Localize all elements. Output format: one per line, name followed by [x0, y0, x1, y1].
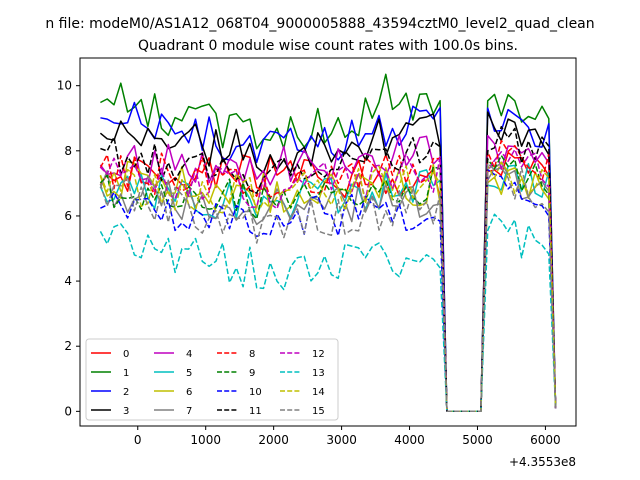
legend-label-12: 12 [312, 349, 325, 360]
x-tick-label: 0 [134, 433, 142, 447]
y-tick-label: 10 [57, 79, 72, 93]
legend-label-15: 15 [312, 406, 325, 417]
plot-area [99, 73, 557, 413]
legend-box [85, 338, 339, 421]
x-tick-label: 1000 [190, 433, 221, 447]
y-tick-label: 0 [64, 404, 72, 418]
legend-label-9: 9 [249, 368, 255, 379]
x-tick-label: 5000 [462, 433, 493, 447]
legend-label-8: 8 [249, 349, 255, 360]
legend-label-13: 13 [312, 368, 325, 379]
x-tick-label: 2000 [258, 433, 289, 447]
legend-label-0: 0 [123, 349, 129, 360]
axes-frame [79, 57, 577, 427]
x-axis: 0 1000 2000 3000 4000 5000 6000 [134, 426, 561, 447]
y-axis: 0 2 4 6 8 10 [57, 79, 80, 418]
y-tick-label: 4 [64, 274, 72, 288]
legend-label-5: 5 [186, 368, 192, 379]
legend-label-14: 14 [312, 387, 325, 398]
x-axis-offset-label: +4.3553e8 [509, 455, 576, 469]
y-tick-label: 2 [64, 339, 72, 353]
series-line-15 [99, 162, 557, 413]
x-tick-label: 4000 [394, 433, 425, 447]
y-tick-label: 8 [64, 144, 72, 158]
legend-label-4: 4 [186, 349, 192, 360]
legend-label-11: 11 [249, 406, 262, 417]
legend-label-10: 10 [249, 387, 262, 398]
x-tick-label: 6000 [530, 433, 561, 447]
legend-label-6: 6 [186, 387, 192, 398]
figure-suptitle: n file: modeM0/AS1A12_068T04_9000005888_… [45, 16, 594, 32]
legend-label-3: 3 [123, 406, 129, 417]
legend-label-2: 2 [123, 387, 129, 398]
legend-label-1: 1 [123, 368, 129, 379]
legend-label-7: 7 [186, 406, 192, 417]
y-tick-label: 6 [64, 209, 72, 223]
x-tick-label: 3000 [326, 433, 357, 447]
plot-title: Quadrant 0 module wise count rates with … [138, 38, 518, 54]
